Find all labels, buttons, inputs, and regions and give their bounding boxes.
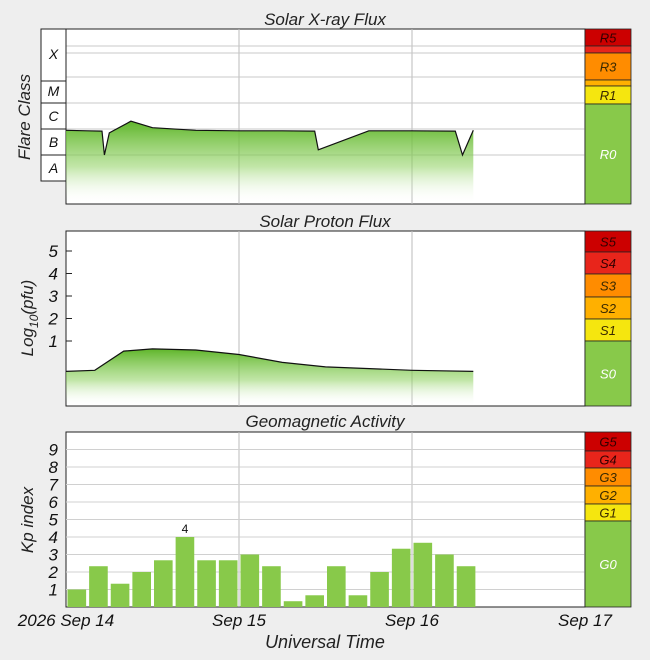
g-scale-band bbox=[584, 520, 632, 608]
kp-ylabel: Kp index bbox=[18, 486, 37, 553]
r-scale-label: R0 bbox=[600, 147, 617, 162]
kp-bar bbox=[435, 554, 454, 607]
r-scale-band bbox=[584, 45, 632, 54]
xray-series bbox=[65, 120, 474, 204]
x-tick-label: Sep 15 bbox=[212, 611, 266, 630]
kp-bar-label: 4 bbox=[182, 522, 189, 536]
kp-grid bbox=[66, 432, 585, 607]
kp-bar bbox=[348, 595, 368, 607]
r-scale-label: R5 bbox=[600, 31, 617, 46]
kp-bar bbox=[305, 595, 324, 607]
r-scale-band bbox=[584, 103, 632, 205]
g-scale-label: G5 bbox=[599, 435, 617, 450]
proton-fill bbox=[66, 348, 474, 406]
y-tick-label: 3 bbox=[49, 546, 59, 565]
kp-bars: 4 bbox=[67, 522, 476, 607]
kp-bar bbox=[370, 572, 389, 607]
class-cell bbox=[40, 102, 67, 130]
xray-title: Solar X-ray Flux bbox=[264, 10, 386, 29]
class-label: B bbox=[49, 134, 58, 150]
y-tick-label: 5 bbox=[49, 242, 59, 261]
kp-bar bbox=[283, 601, 303, 607]
proton-ylabel: Log10(pfu) bbox=[18, 280, 41, 357]
kp-bar bbox=[67, 589, 87, 607]
x-tick-label: 2026 Sep 14 bbox=[17, 611, 114, 630]
kp-bar bbox=[132, 572, 151, 607]
g-scale-label: G4 bbox=[599, 453, 616, 468]
kp-bar bbox=[89, 566, 108, 607]
class-label: M bbox=[48, 83, 60, 99]
radio-blackout-scale: R5 R3 R1 R0 bbox=[584, 28, 632, 205]
xray-fill bbox=[66, 121, 474, 204]
g-scale-label: G1 bbox=[599, 506, 616, 521]
y-tick-label: 8 bbox=[49, 458, 59, 477]
s-scale-band bbox=[584, 340, 632, 407]
y-tick-label: 5 bbox=[49, 511, 59, 530]
x-tick-label: Sep 16 bbox=[385, 611, 439, 630]
y-tick-label: 3 bbox=[49, 287, 59, 306]
kp-bar bbox=[197, 560, 216, 607]
proton-y-ticks: 1 2 3 4 5 bbox=[48, 242, 72, 351]
y-tick-label: 7 bbox=[49, 476, 59, 495]
class-cell bbox=[40, 128, 67, 156]
proton-title: Solar Proton Flux bbox=[259, 212, 391, 231]
kp-bar bbox=[262, 566, 281, 607]
g-scale-label: G3 bbox=[599, 470, 617, 485]
kp-bar bbox=[154, 560, 173, 607]
kp-bar bbox=[456, 566, 476, 607]
proton-series bbox=[65, 348, 474, 406]
y-tick-label: 1 bbox=[49, 332, 58, 351]
y-tick-label: 4 bbox=[49, 265, 58, 284]
s-scale-label: S3 bbox=[600, 279, 617, 294]
proton-panel: Solar Proton Flux 1 2 3 4 5 S5 S4 S3 S2 S1 S0 Log… bbox=[18, 212, 632, 407]
class-label: A bbox=[48, 160, 58, 176]
class-cell bbox=[40, 154, 67, 182]
r-scale-label: R3 bbox=[600, 60, 617, 75]
y-tick-label: 1 bbox=[49, 581, 58, 600]
g-scale-label: G2 bbox=[599, 488, 617, 503]
xray-line bbox=[65, 120, 474, 157]
kp-title: Geomagnetic Activity bbox=[245, 412, 406, 431]
kp-bar bbox=[327, 566, 346, 607]
xray-ylabel: Flare Class bbox=[15, 74, 34, 160]
g-scale-label: G0 bbox=[599, 557, 617, 572]
s-scale-label: S2 bbox=[600, 301, 617, 316]
s-scale-label: S4 bbox=[600, 256, 616, 271]
y-tick-label: 2 bbox=[48, 310, 59, 329]
kp-bar bbox=[218, 560, 238, 607]
y-tick-label: 2 bbox=[48, 563, 59, 582]
s-scale-label: S5 bbox=[600, 235, 617, 250]
solar-radiation-scale: S5 S4 S3 S2 S1 S0 bbox=[584, 230, 632, 407]
s-scale-label: S1 bbox=[600, 323, 616, 338]
x-tick-label: Sep 17 bbox=[558, 611, 612, 630]
y-tick-label: 9 bbox=[49, 441, 59, 460]
geomagnetic-storm-scale: G5 G4 G3 G2 G1 G0 bbox=[584, 431, 632, 608]
kp-bar bbox=[240, 554, 260, 607]
s-scale-label: S0 bbox=[600, 367, 617, 382]
class-label: C bbox=[48, 108, 59, 124]
proton-line bbox=[65, 348, 474, 372]
r-scale-band bbox=[584, 79, 632, 87]
kp-bar bbox=[413, 542, 433, 607]
r-scale-label: R1 bbox=[600, 88, 617, 103]
class-label: X bbox=[48, 46, 59, 62]
x-axis: 2026 Sep 14 Sep 15 Sep 16 Sep 17 bbox=[17, 611, 613, 630]
kp-bar bbox=[175, 537, 195, 607]
y-tick-label: 6 bbox=[49, 493, 59, 512]
y-tick-label: 4 bbox=[49, 528, 58, 547]
kp-bar bbox=[391, 548, 411, 607]
kp-bar bbox=[110, 583, 130, 607]
x-axis-label: Universal Time bbox=[265, 632, 385, 652]
